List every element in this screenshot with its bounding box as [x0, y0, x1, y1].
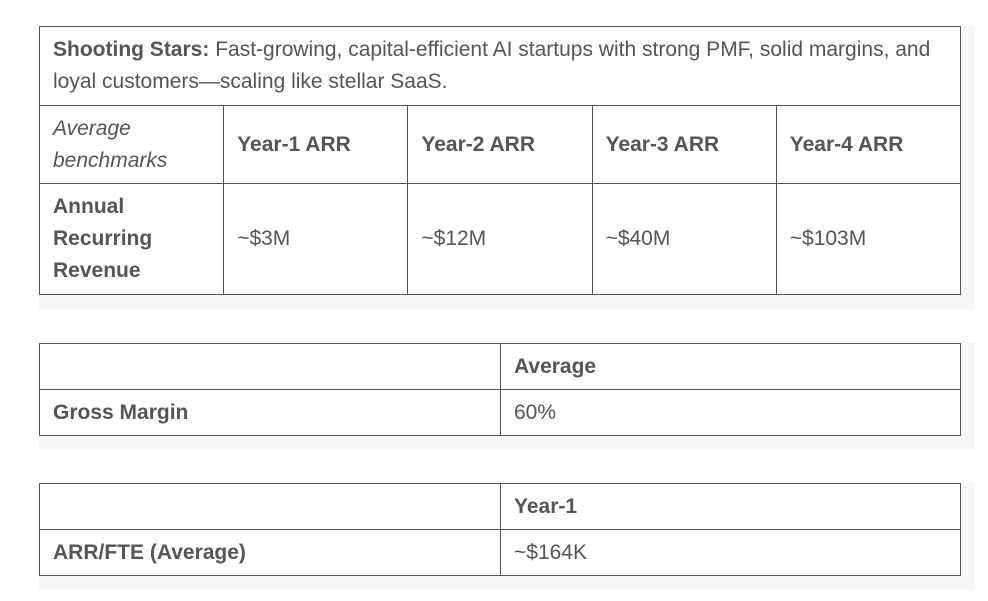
- cell: 60%: [500, 389, 961, 436]
- cell: ~$103M: [775, 183, 962, 295]
- table-block: Shooting Stars: Fast-growing, capital-ef…: [38, 26, 975, 309]
- cell: ~$40M: [591, 183, 777, 295]
- header-cell: Year-1 ARR: [223, 105, 409, 184]
- caption-cell: Shooting Stars: Fast-growing, capital-ef…: [39, 26, 961, 106]
- cell: ~$12M: [407, 183, 593, 295]
- corner-cell: [39, 483, 501, 530]
- header-cell: Year-3 ARR: [591, 105, 777, 184]
- header-cell: Year-1: [500, 483, 961, 530]
- header-cell: Year-4 ARR: [775, 105, 962, 184]
- arr-fte-table: Year-1 ARR/FTE (Average) ~$164K: [39, 483, 961, 576]
- benchmark-table: Shooting Stars: Fast-growing, capital-ef…: [38, 26, 962, 295]
- header-cell: Year-2 ARR: [407, 105, 593, 184]
- header-cell: Average benchmarks: [38, 105, 225, 184]
- cell: ~$164K: [500, 529, 961, 576]
- table-block: Average Gross Margin 60%: [39, 343, 975, 450]
- table-block: Year-1 ARR/FTE (Average) ~$164K: [39, 483, 975, 590]
- row-label: ARR/FTE (Average): [39, 529, 501, 576]
- caption-text: Fast-growing, capital-efficient AI start…: [53, 38, 931, 93]
- margin-table: Average Gross Margin 60%: [39, 343, 961, 436]
- corner-cell: [39, 343, 501, 390]
- row-label: Annual Recurring Revenue: [38, 183, 225, 295]
- row-label: Gross Margin: [39, 389, 501, 436]
- cell: ~$3M: [223, 183, 409, 295]
- caption-label: Shooting Stars:: [53, 38, 210, 61]
- header-cell: Average: [500, 343, 961, 390]
